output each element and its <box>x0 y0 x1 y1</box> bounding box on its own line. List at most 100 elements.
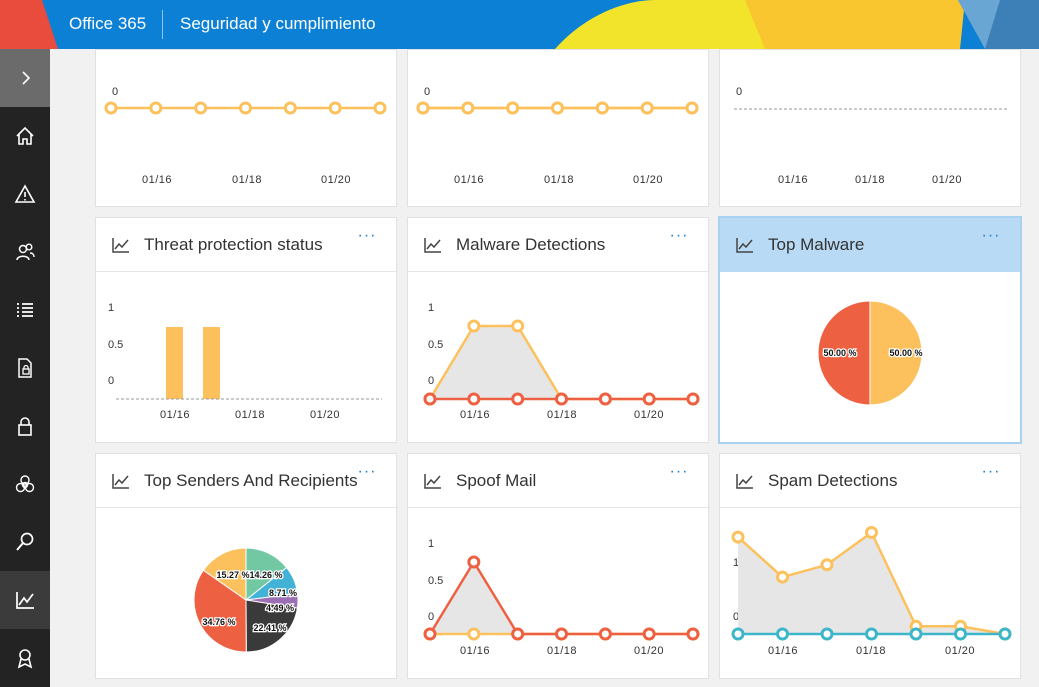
lock-icon <box>18 417 32 436</box>
section-name[interactable]: Seguridad y cumplimiento <box>180 14 376 33</box>
nav-classifications[interactable] <box>0 281 50 339</box>
data-point <box>731 530 745 544</box>
nav-alerts[interactable] <box>0 165 50 223</box>
header-decoration <box>0 0 1039 49</box>
pie-label: 4.49 % <box>266 603 294 613</box>
line-chart-icon <box>424 238 441 253</box>
pie-slice <box>245 599 298 653</box>
biohazard-icon <box>15 475 35 493</box>
bar <box>166 327 183 399</box>
y-tick-label: 0 <box>112 86 118 98</box>
nav-search[interactable] <box>0 513 50 571</box>
x-tick-label: 01/20 <box>321 174 351 186</box>
report-chart: 14.26 % 8.71 % 4.49 % 22.41 % 34.76 % 15.27 % <box>193 547 299 653</box>
data-point <box>555 392 568 406</box>
y-tick-label: 0.5 <box>428 575 443 587</box>
report-card-top-1[interactable]: 0 01/16 01/18 01/20 <box>95 49 397 207</box>
y-tick-label: 0.5 <box>108 339 123 351</box>
card-header: Spam Detections ··· <box>720 454 1020 508</box>
report-card-top-2[interactable]: 0 01/16 01/18 01/20 <box>407 49 709 207</box>
y-tick-label: 1 <box>108 302 114 314</box>
report-card-top-malware[interactable]: Top Malware ··· 50.00 % 50.00 % <box>718 216 1022 444</box>
data-point <box>461 101 475 115</box>
y-tick-label: 1 <box>428 538 434 550</box>
x-tick-label: 01/20 <box>310 409 340 421</box>
nav-data-loss-prevention[interactable] <box>0 339 50 397</box>
data-point <box>423 627 437 641</box>
data-point <box>511 319 525 333</box>
series-area <box>738 532 1005 634</box>
x-tick-label: 01/18 <box>544 174 574 186</box>
more-options-button[interactable]: ··· <box>669 463 689 480</box>
report-card-threat-protection-status[interactable]: Threat protection status ··· 1 0.5 0 01/16 0… <box>95 217 397 443</box>
x-tick-label: 01/18 <box>232 174 262 186</box>
data-point <box>467 627 481 641</box>
data-point <box>423 392 437 406</box>
chart-icon <box>16 592 34 609</box>
card-title: Spam Detections <box>768 471 898 490</box>
nav-data-governance[interactable] <box>0 397 50 455</box>
people-icon <box>16 243 35 261</box>
card-title: Top Senders And Recipients <box>144 471 358 490</box>
data-point <box>104 101 118 115</box>
report-card-top-3[interactable]: 0 01/16 01/18 01/20 <box>719 49 1021 207</box>
x-tick-label: 01/18 <box>547 645 577 657</box>
data-point <box>467 392 481 406</box>
x-tick-label: 01/18 <box>547 409 577 421</box>
more-options-button[interactable]: ··· <box>357 227 377 244</box>
x-tick-label: 01/20 <box>932 174 962 186</box>
nav-permissions[interactable] <box>0 223 50 281</box>
data-point <box>865 627 878 641</box>
card-header: Malware Detections ··· <box>408 218 708 272</box>
x-tick-label: 01/16 <box>460 645 490 657</box>
line-chart-icon <box>112 474 129 489</box>
data-point <box>283 101 297 115</box>
ribbon-icon <box>17 649 33 669</box>
line-chart-icon <box>112 238 129 253</box>
warning-icon <box>14 184 36 203</box>
data-point <box>642 627 656 641</box>
report-card-spoof-mail[interactable]: Spoof Mail ··· 1 0.5 0 01/16 01/18 01/20 <box>407 453 709 679</box>
report-card-malware-detections[interactable]: Malware Detections ··· 1 0.5 0 01/16 01/18 01… <box>407 217 709 443</box>
data-point <box>954 627 967 641</box>
nav-expand-button[interactable] <box>0 49 50 107</box>
pie-label: 8.71 % <box>269 588 297 598</box>
pie-label: 34.76 % <box>202 617 235 627</box>
line-chart-icon <box>736 474 753 489</box>
x-tick-label: 01/20 <box>634 409 664 421</box>
data-point <box>642 392 656 406</box>
app-name[interactable]: Office 365 <box>69 14 147 33</box>
data-point <box>149 101 163 115</box>
card-title: Top Malware <box>768 235 865 254</box>
pie-label: 22.41 % <box>253 623 286 633</box>
more-options-button[interactable]: ··· <box>981 463 1001 480</box>
data-point <box>194 101 208 115</box>
report-chart: 0 01/16 01/18 01/20 <box>104 86 387 186</box>
more-options-button[interactable]: ··· <box>669 227 689 244</box>
data-point <box>373 101 387 115</box>
nav-threat-management[interactable] <box>0 455 50 513</box>
data-point <box>511 627 525 641</box>
data-point <box>776 570 789 584</box>
app-header: Office 365 Seguridad y cumplimiento <box>0 0 1039 49</box>
data-point <box>820 627 834 641</box>
data-point <box>551 101 564 115</box>
line-chart-icon <box>424 474 441 489</box>
data-point <box>686 627 700 641</box>
data-point <box>239 101 252 115</box>
data-point <box>598 627 612 641</box>
nav-reports[interactable] <box>0 571 50 629</box>
nav-service-assurance[interactable] <box>0 629 50 687</box>
more-options-button[interactable]: ··· <box>357 463 377 480</box>
chevron-right-icon <box>22 71 31 85</box>
y-tick-label: 0 <box>424 86 430 98</box>
report-card-top-senders-and-recipients[interactable]: Top Senders And Recipients ··· 14.26 % 8.… <box>95 453 397 679</box>
nav-home[interactable] <box>0 107 50 165</box>
y-tick-label: 0 <box>108 375 114 387</box>
data-point <box>506 101 520 115</box>
data-point <box>511 392 525 406</box>
more-options-button[interactable]: ··· <box>981 227 1001 244</box>
report-chart: 1 0.5 0 01/16 01/18 01/20 <box>108 302 382 421</box>
